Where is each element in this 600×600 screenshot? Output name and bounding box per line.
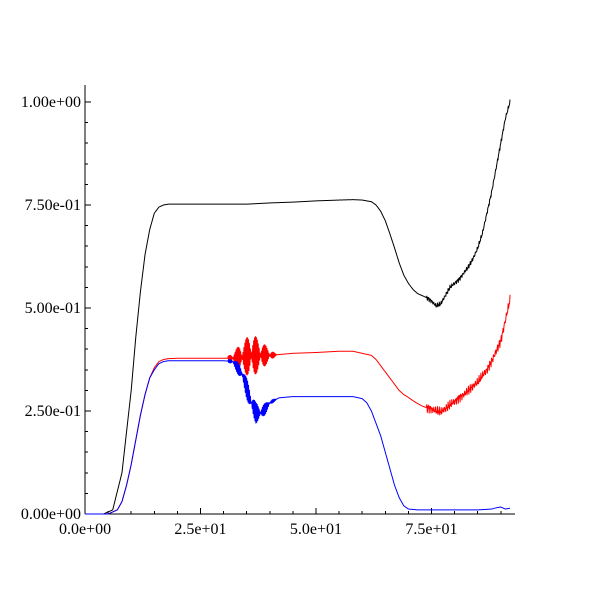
y-tick-label: 2.50e-01 (25, 403, 81, 420)
x-tick-label: 7.5e+01 (405, 521, 457, 538)
x-tick-label: 5.0e+01 (290, 521, 342, 538)
x-tick-label: 2.5e+01 (174, 521, 226, 538)
y-tick-label: 1.00e+00 (21, 94, 81, 111)
series-line-2 (84, 294, 511, 515)
series-layer (84, 99, 511, 515)
axes: 0.00e+00 2.50e-01 5.00e-01 7.50e-01 1.00e+00… (21, 85, 515, 538)
x-tick-label: 0.0e+00 (59, 521, 111, 538)
y-tick-label: 7.50e-01 (25, 197, 81, 214)
y-tick-label: 5.00e-01 (25, 300, 81, 317)
y-tick-label: 0.00e+00 (21, 506, 81, 523)
series-line-3 (84, 359, 511, 515)
series-line-1 (84, 99, 511, 515)
